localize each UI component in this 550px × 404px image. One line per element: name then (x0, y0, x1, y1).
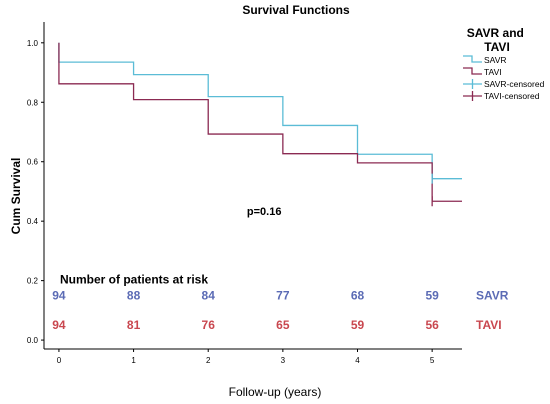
legend-label-savr-censored: SAVR-censored (484, 79, 545, 89)
y-tick-label: 0.6 (27, 158, 39, 167)
legend: SAVR and TAVI SAVR TAVI SAVR-censored TAVI-… (463, 26, 545, 101)
y-tick-label: 0.4 (27, 217, 39, 226)
risk-value-savr: 94 (52, 288, 66, 302)
legend-label-tavi: TAVI (484, 67, 502, 77)
risk-value-tavi: 65 (276, 318, 290, 332)
y-tick-labels: 0.0 0.2 0.4 0.6 0.8 1.0 (27, 39, 44, 345)
x-tick-label: 4 (355, 356, 360, 365)
legend-label-tavi-censored: TAVI-censored (484, 91, 540, 101)
y-tick-label: 0.2 (27, 277, 39, 286)
x-tick-label: 3 (281, 356, 286, 365)
risk-table: 94 88 84 77 68 59 SAVR 94 81 76 65 59 56 TAVI (52, 288, 509, 332)
p-value-annotation: p=0.16 (247, 206, 282, 218)
y-tick-label: 0.0 (27, 336, 39, 345)
x-tick-label: 2 (206, 356, 211, 365)
risk-row-label-tavi: TAVI (476, 318, 502, 332)
y-axis-label: Cum Survival (9, 158, 23, 235)
legend-title: SAVR and TAVI (467, 26, 527, 54)
curve-savr (58, 42, 462, 180)
y-tick-label: 0.8 (27, 98, 39, 107)
x-tick-label: 0 (57, 356, 62, 365)
risk-value-savr: 59 (425, 288, 439, 302)
risk-value-savr: 84 (202, 288, 216, 302)
curve-tavi (58, 42, 462, 202)
x-axis-label: Follow-up (years) (229, 385, 322, 399)
risk-value-savr: 88 (127, 288, 141, 302)
risk-value-tavi: 59 (351, 318, 365, 332)
risk-value-tavi: 81 (127, 318, 141, 332)
axes (43, 22, 462, 350)
x-tick-label: 5 (430, 356, 435, 365)
risk-table-title: Number of patients at risk (60, 273, 208, 287)
risk-value-savr: 68 (351, 288, 365, 302)
risk-value-tavi: 76 (202, 318, 216, 332)
x-tick-labels: 0 1 2 3 4 5 (57, 349, 435, 365)
legend-label-savr: SAVR (484, 55, 507, 65)
chart-title: Survival Functions (242, 3, 350, 17)
y-tick-label: 1.0 (27, 39, 39, 48)
risk-value-savr: 77 (276, 288, 290, 302)
legend-swatch-tavi (463, 67, 482, 75)
risk-value-tavi: 56 (425, 318, 439, 332)
x-tick-label: 1 (131, 356, 136, 365)
legend-swatch-savr (463, 55, 482, 63)
risk-value-tavi: 94 (52, 318, 66, 332)
risk-row-label-savr: SAVR (476, 288, 509, 302)
survival-curves (58, 42, 462, 202)
